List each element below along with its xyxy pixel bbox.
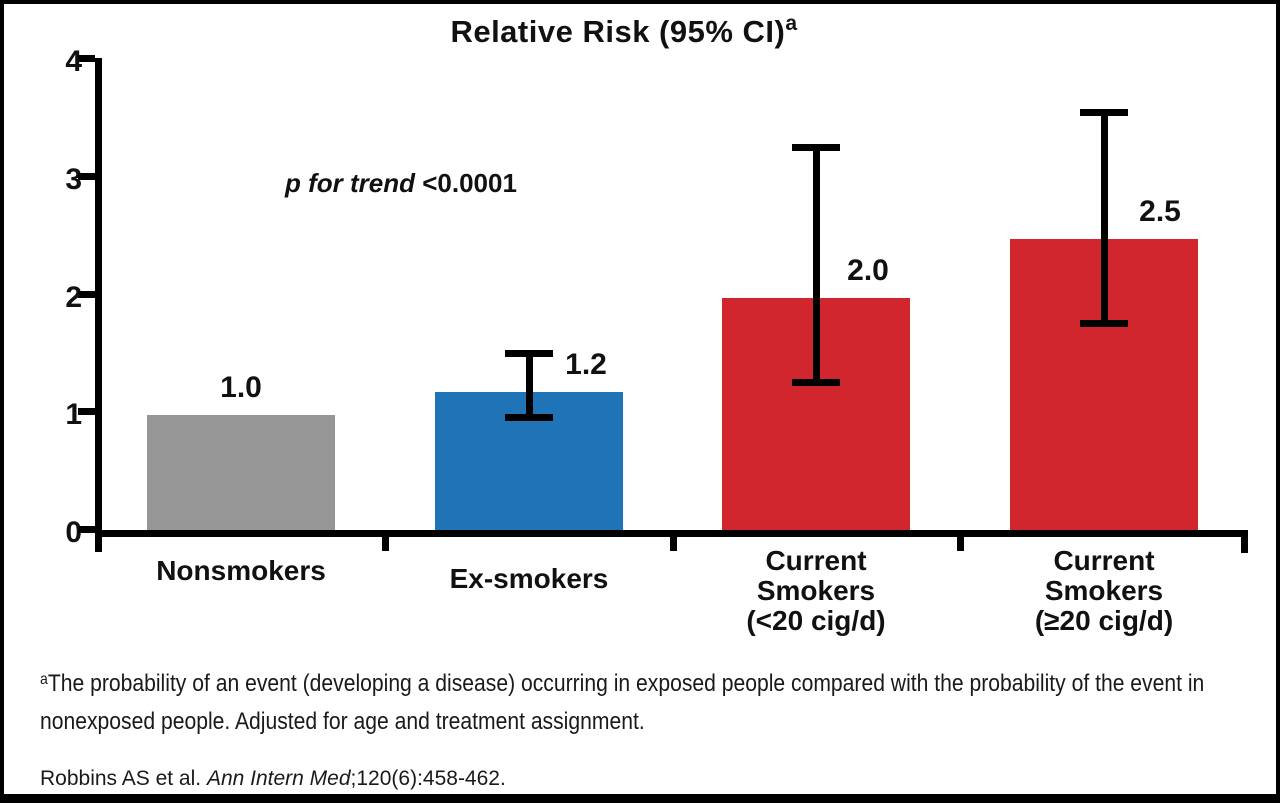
x-axis-tick [669, 530, 677, 551]
x-axis-tick [957, 530, 964, 551]
p-for-trend-label: p for trend [285, 168, 423, 198]
error-bar-bottom-cap [792, 378, 840, 386]
category-label-nonsmokers: Nonsmokers [156, 555, 326, 586]
chart-title-text: Relative Risk (95% CI) [450, 14, 786, 49]
footnote-superscript: a [40, 671, 48, 688]
citation-authors: Robbins AS et al. [40, 767, 207, 790]
p-for-trend-value: <0.0001 [422, 168, 517, 198]
chart-title-superscript: a [785, 12, 798, 35]
error-bar-bottom-cap [505, 414, 553, 422]
error-bar-top-cap [1080, 109, 1128, 117]
y-axis-line [95, 58, 102, 552]
y-axis-tick [78, 172, 95, 180]
category-label-current-smokers-lt20: Current Smokers (<20 cig/d) [746, 545, 886, 636]
y-axis-label-1: 1 [65, 398, 82, 432]
error-bar-line [525, 350, 533, 422]
y-axis-label-2: 2 [65, 280, 82, 314]
citation: Robbins AS et al. Ann Intern Med;120(6):… [40, 767, 506, 791]
bar-value-label: 2.0 [847, 253, 889, 287]
x-axis-end-tick [1241, 530, 1248, 553]
y-axis-tick [78, 290, 95, 298]
y-axis-tick [78, 55, 95, 62]
citation-journal: Ann Intern Med [206, 767, 351, 790]
footnote-text: The probability of an event (developing … [40, 670, 1205, 735]
y-axis-label-4: 4 [65, 45, 82, 78]
error-bar-top-cap [792, 144, 840, 152]
bar-value-label: 1.2 [565, 347, 607, 381]
y-axis-label-0: 0 [65, 516, 82, 549]
bar-value-label: 2.5 [1139, 194, 1181, 228]
category-label-current-smokers-ge20: Current Smokers (≥20 cig/d) [1034, 545, 1174, 636]
category-label-ex-smokers: Ex-smokers [449, 563, 609, 594]
error-bar-bottom-cap [1080, 319, 1128, 327]
y-axis-tick [78, 526, 95, 533]
bar-nonsmokers [147, 415, 335, 537]
chart-title: Relative Risk (95% CI)a [4, 12, 1244, 50]
error-bar-top-cap [505, 350, 553, 358]
y-axis-label-3: 3 [65, 162, 82, 196]
error-bar-line [812, 144, 820, 386]
citation-pages: ;120(6):458-462. [350, 767, 506, 790]
error-bar-line [1100, 109, 1108, 327]
footnote: aThe probability of an event (developing… [40, 666, 1233, 739]
x-axis-tick [382, 530, 389, 551]
bar-value-label: 1.0 [220, 371, 262, 405]
p-for-trend-annotation: p for trend <0.0001 [285, 168, 517, 199]
y-axis-tick [78, 408, 95, 416]
